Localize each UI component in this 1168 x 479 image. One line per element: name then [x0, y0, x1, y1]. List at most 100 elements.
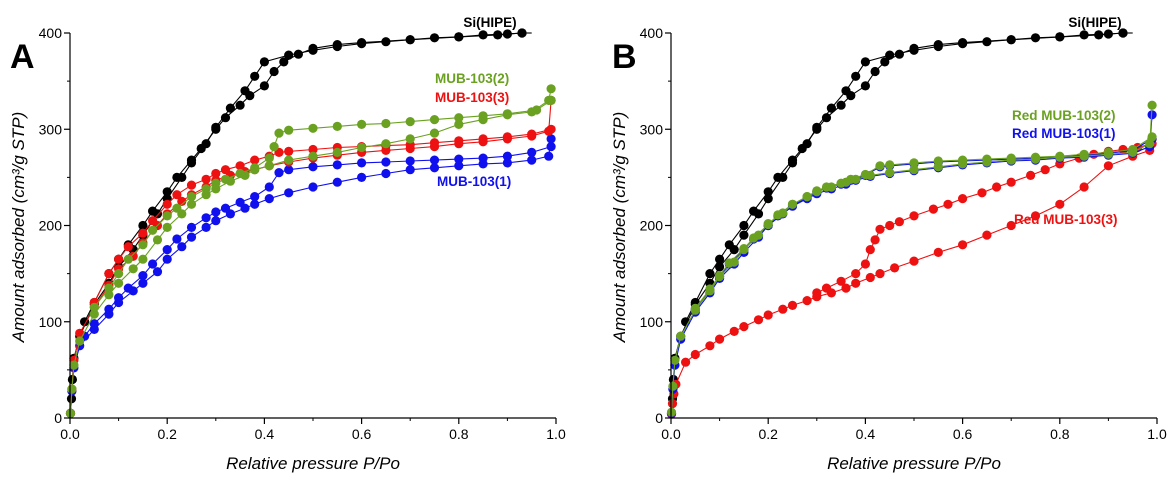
- panel-b-y-axis-title: Amount adsorbed (cm³/g STP): [610, 112, 629, 344]
- panel-a-si-hipe-adsorption-point: [259, 57, 269, 67]
- panel-b-si-hipe-desorption-point: [846, 91, 856, 101]
- panel-a-x-axis-title: Relative pressure P/Po: [226, 454, 400, 473]
- panel-b-red-mub-103-2-desorption-point: [875, 161, 885, 171]
- panel-b-red-mub-103-3-adsorption-point: [715, 334, 725, 344]
- panel-b-x-tick-label: 0.6: [953, 426, 973, 442]
- panel-a-si-hipe-adsorption-point: [478, 30, 488, 40]
- panel-b-si-hipe-desorption-point: [860, 81, 871, 91]
- panel-a-mub-103-3-desorption-point: [454, 136, 464, 146]
- panel-b-red-mub-103-2-desorption-point: [1006, 153, 1016, 163]
- panel-a-mub-103-1-adsorption-point: [381, 168, 391, 179]
- panel-b-y-tick-label: 0: [655, 410, 663, 426]
- panel-a-mub-103-2-adsorption-point: [405, 134, 415, 144]
- panel-a-mub-103-1-desorption-point: [211, 207, 221, 217]
- panel-a-mub-103-3-desorption-point: [527, 129, 537, 139]
- panel-a-label-si-hipe: Si(HIPE): [463, 15, 516, 30]
- panel-b-si-hipe-desorption-point: [1094, 30, 1104, 40]
- panel-b-si-hipe-desorption-point: [724, 240, 734, 250]
- panel-b-red-mub-103-3-adsorption-point: [1079, 182, 1089, 192]
- panel-a-mub-103-1-desorption-point: [454, 154, 464, 164]
- panel-a-mub-103-1-desorption-point: [123, 283, 133, 293]
- panel-a-mub-103-3-desorption-point: [114, 254, 124, 264]
- panel-b-si-hipe-desorption-point: [763, 187, 773, 197]
- panel-a-mub-103-3-desorption-point: [502, 132, 512, 142]
- panel-b-axes: 0.0 0.2 0.4 0.6 0.8 1.0 0 100 200 300 400: [640, 25, 1167, 442]
- panel-a-mub-103-2-adsorption-point: [284, 155, 294, 165]
- panel-b-red-mub-103-2-desorption-point: [812, 186, 822, 196]
- panel-a-mub-103-1-adsorption-point: [332, 177, 342, 187]
- panel-b-red-mub-103-2-desorption-point: [773, 210, 783, 220]
- panel-b-red-mub-103-3-adsorption-point: [690, 349, 700, 360]
- panel-b-red-mub-103-2-desorption-point: [690, 303, 700, 313]
- panel-a-mub-103-2-desorption-point: [429, 115, 440, 125]
- panel-b-si-hipe-adsorption-point: [851, 71, 861, 81]
- panel-a-mub-103-1-desorption-point: [162, 245, 172, 255]
- panel-b-si-hipe-desorption-point: [1055, 32, 1065, 42]
- panel-a-mub-103-1-adsorption-point: [454, 161, 464, 171]
- panel-a-mub-103-3-desorption-point: [123, 242, 133, 252]
- panel-a-mub-103-2-desorption-point: [104, 283, 114, 293]
- panel-a-x-tick-label: 0.4: [255, 426, 275, 442]
- panel-b-red-mub-103-2-desorption-point: [802, 192, 812, 202]
- panel-a-si-hipe-desorption-point: [235, 100, 245, 110]
- panel-a-mub-103-1-adsorption-point: [201, 222, 211, 232]
- panel-b-red-mub-103-2-desorption-point: [1103, 147, 1113, 157]
- panel-a-mub-103-1-desorption-point: [114, 293, 124, 303]
- panel-b-red-mub-103-2-desorption-point: [763, 219, 773, 230]
- panel-b-label-red-mub-103-1: Red MUB-103(1): [1012, 126, 1116, 141]
- panel-a-mub-103-3-desorption-point: [138, 228, 148, 238]
- panel-a-mub-103-3-adsorption-point: [177, 196, 187, 206]
- panel-a-si-hipe-desorption-point: [259, 81, 269, 91]
- panel-a-si-hipe-desorption-point: [148, 206, 158, 216]
- panel-a-si-hipe-adsorption-point: [225, 103, 235, 113]
- panel-a-mub-103-1-desorption-point: [172, 234, 182, 244]
- panel-a-mub-103-1-desorption-point: [478, 153, 488, 163]
- panel-a-mub-103-2-adsorption-point: [128, 264, 138, 274]
- panel-a-mub-103-1-adsorption-point: [405, 165, 415, 175]
- panel-a-si-hipe-desorption-point: [332, 40, 342, 50]
- panel-b-red-mub-103-2-desorption-point: [739, 244, 749, 254]
- panel-a-label-mub-103-1: MUB-103(1): [437, 174, 511, 189]
- panel-b-red-mub-103-3-adsorption-point: [729, 326, 739, 336]
- panel-a-mub-103-2-desorption-point: [220, 174, 231, 184]
- panel-b-si-hipe-desorption-point: [797, 143, 807, 154]
- panel-b-red-mub-103-3-adsorption-point: [739, 322, 749, 332]
- panel-a-si-hipe-desorption-point: [162, 187, 172, 197]
- panel-a-series-mub-103-1: [65, 134, 556, 418]
- panel-b-si-hipe-adsorption-point: [739, 230, 749, 240]
- panel-a-mub-103-2-adsorption-point: [381, 139, 391, 149]
- panel-b-si-hipe-desorption-point: [870, 66, 880, 77]
- panel-a-mub-103-2-desorption-point: [357, 119, 367, 129]
- panel-a-y-tick-label: 300: [39, 121, 63, 137]
- panel-b-red-mub-103-2-adsorption-point: [909, 165, 919, 175]
- panel-a-mub-103-2-adsorption-point: [67, 384, 77, 394]
- panel-a-mub-103-1-desorption-point: [284, 165, 294, 175]
- panel-b-x-tick-label: 0.4: [856, 426, 876, 442]
- panel-a-mub-103-3-desorption-point: [220, 165, 231, 175]
- panel-b-red-mub-103-2-desorption-point: [787, 199, 798, 209]
- panel-b-red-mub-103-2-desorption-point: [933, 156, 943, 166]
- panel-b-red-mub-103-3-adsorption-point: [802, 296, 812, 306]
- panel-a-mub-103-3-desorption-point: [429, 138, 440, 148]
- panel-a-mub-103-1-desorption-point: [138, 271, 148, 281]
- panel-a-y-axis-title: Amount adsorbed (cm³/g STP): [9, 112, 28, 344]
- panel-a-mub-103-2-adsorption-point: [104, 290, 114, 300]
- panel-a-mub-103-1-desorption-point: [220, 203, 231, 213]
- panel-b-red-mub-103-3-desorption-point: [1026, 170, 1036, 180]
- panel-a-mub-103-2-desorption-point: [454, 113, 464, 123]
- panel-a-y-tick-label: 200: [39, 218, 63, 234]
- panel-a-mub-103-2-desorption-point: [186, 192, 197, 202]
- panel-a-mub-103-1-desorption-point: [148, 259, 158, 269]
- panel-a-mub-103-2-adsorption-point: [152, 235, 163, 245]
- panel-a-si-hipe-desorption-point: [269, 66, 279, 77]
- panel-b-si-hipe-adsorption-point: [763, 194, 773, 204]
- panel-b-red-mub-103-3-desorption-point: [909, 211, 919, 221]
- panel-b-red-mub-103-2-adsorption-point: [676, 331, 686, 341]
- panel-a-mub-103-1-adsorption-point: [211, 216, 221, 226]
- panel-b-red-mub-103-2-adsorption-point: [885, 168, 895, 178]
- panel-b-y-tick-label: 100: [640, 314, 664, 330]
- panel-a-si-hipe-desorption-point: [454, 32, 464, 42]
- panel-b-si-hipe-desorption-point: [836, 100, 846, 110]
- panel-a-x-tick-label: 1.0: [546, 426, 566, 442]
